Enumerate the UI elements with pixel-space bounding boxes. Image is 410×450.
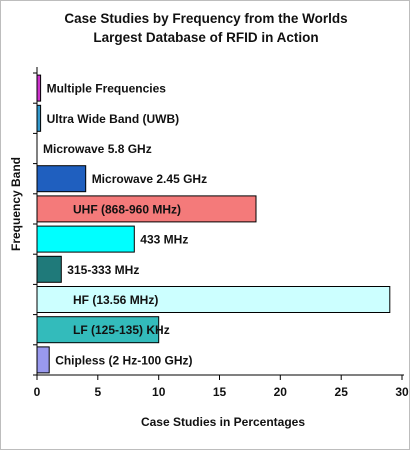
- category-label: LF (125-135) KHz: [73, 323, 170, 337]
- bar: [36, 104, 42, 132]
- category-label: Ultra Wide Band (UWB): [47, 112, 180, 126]
- bar: [36, 225, 135, 253]
- x-axis-label: Case Studies in Percentages: [140, 415, 306, 429]
- category-label: UHF (868-960 MHz): [73, 202, 181, 216]
- x-tick-label: 0: [34, 385, 41, 399]
- bar: [36, 255, 62, 283]
- category-label: Chipless (2 Hz-100 GHz): [55, 353, 192, 367]
- chart-title: Case Studies by Frequency from the World…: [1, 9, 409, 47]
- bar: [36, 165, 87, 193]
- chart-title-line-1: Case Studies by Frequency from the World…: [64, 11, 348, 26]
- chart-title-line-2: Largest Database of RFID in Action: [93, 30, 319, 45]
- x-tick-label: 5: [94, 385, 101, 399]
- x-tick-label: 10: [152, 385, 166, 399]
- category-label: Microwave 2.45 GHz: [92, 172, 207, 186]
- x-tick-label: 25: [335, 385, 349, 399]
- bar: [36, 74, 42, 102]
- bar: [36, 316, 160, 344]
- x-tick-label: 30: [395, 385, 409, 399]
- x-tick-label: 15: [213, 385, 227, 399]
- y-axis-label: Frequency Band: [9, 156, 23, 252]
- category-label: Microwave 5.8 GHz: [43, 142, 152, 156]
- category-label: Multiple Frequencies: [47, 82, 167, 96]
- category-label: 433 MHz: [140, 233, 188, 247]
- bar: [36, 286, 391, 313]
- category-label: HF (13.56 MHz): [73, 293, 158, 307]
- bar: [36, 195, 257, 223]
- category-label: 315-333 MHz: [67, 263, 139, 277]
- bar: [36, 346, 50, 374]
- x-tick-label: 20: [274, 385, 288, 399]
